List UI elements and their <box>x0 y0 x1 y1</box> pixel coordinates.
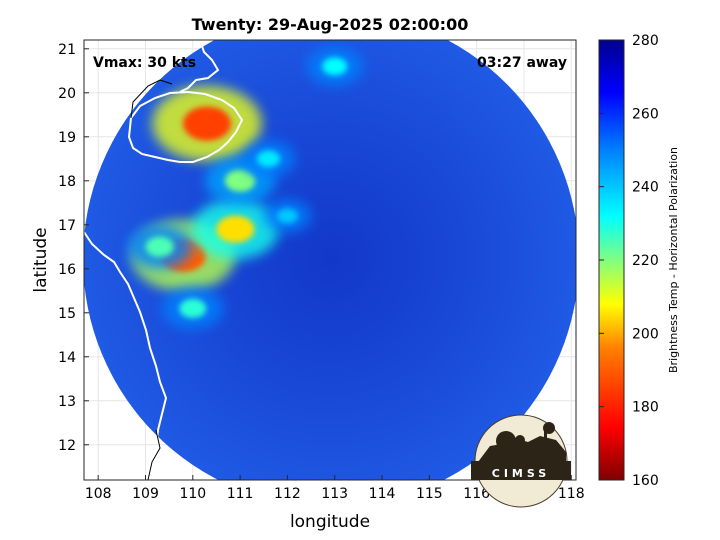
y-tick-label: 16 <box>58 262 76 278</box>
vietnam-coastline-outer <box>147 429 161 480</box>
mainland-coastline <box>179 40 220 93</box>
cold-feature-core <box>224 169 256 192</box>
x-axis-label: longitude <box>290 512 370 532</box>
colorbar-tick-label: 160 <box>632 473 659 489</box>
cold-feature-core <box>183 106 231 141</box>
x-tick-label: 108 <box>85 486 112 502</box>
hainan-coastline <box>127 90 244 163</box>
y-axis-label: latitude <box>31 227 51 292</box>
x-tick-label: 115 <box>416 486 443 502</box>
swath-layer <box>84 40 576 480</box>
colorbar-label: Brightness Temp - Horizontal Polarizatio… <box>667 147 680 373</box>
hainan-coastline-outer <box>130 79 173 119</box>
y-tick-label: 12 <box>58 438 76 454</box>
vietnam-coastline <box>84 231 168 480</box>
vmax-label: Vmax: 30 kts <box>93 55 196 71</box>
y-tick-label: 20 <box>58 86 76 102</box>
axes-frame <box>83 39 577 481</box>
y-tick-label: 15 <box>58 306 76 322</box>
y-tick-label: 14 <box>58 350 76 366</box>
x-tick-label: 111 <box>227 486 254 502</box>
x-tick-label: 112 <box>274 486 301 502</box>
time-away-label: 03:27 away <box>477 55 567 71</box>
x-tick-label: 118 <box>558 486 585 502</box>
y-tick-label: 21 <box>58 42 76 58</box>
cold-feature-core <box>276 208 298 224</box>
colorbar-tick-label: 260 <box>632 106 659 122</box>
y-tick-label: 17 <box>58 218 76 234</box>
y-axis-ticks: 12 13 14 15 16 17 18 19 20 21 <box>58 42 89 454</box>
colorbar-tick-label: 240 <box>632 180 659 196</box>
x-tick-label: 113 <box>321 486 348 502</box>
colorbar-tick-label: 200 <box>632 326 659 342</box>
colorbar-tick-label: 220 <box>632 253 659 269</box>
x-tick-label: 110 <box>179 486 206 502</box>
y-tick-label: 19 <box>58 130 76 146</box>
x-tick-label: 116 <box>463 486 490 502</box>
chart-title: Twenty: 29-Aug-2025 02:00:00 <box>192 15 469 34</box>
cold-feature-core <box>322 57 348 76</box>
cold-features <box>127 46 364 330</box>
colorbar-tick-label: 180 <box>632 400 659 416</box>
colorbar-tick-label: 280 <box>632 33 659 49</box>
x-tick-label: 114 <box>369 486 396 502</box>
cold-feature-core <box>256 150 281 168</box>
cold-feature-core <box>216 215 255 243</box>
cold-feature-core <box>179 298 207 318</box>
logo-text: CIMSS <box>492 467 550 480</box>
cold-feature-core <box>145 236 174 257</box>
y-tick-label: 13 <box>58 394 76 410</box>
colorbar-ticks: 160 180 200 220 240 260 280 <box>599 33 659 489</box>
y-tick-label: 18 <box>58 174 76 190</box>
cimss-logo: CIMSS <box>471 414 571 508</box>
x-tick-label: 109 <box>132 486 159 502</box>
